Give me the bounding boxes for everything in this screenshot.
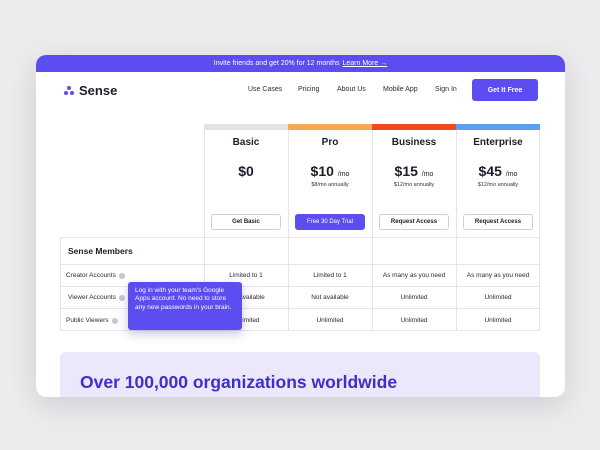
row-label-viewer-accounts: Viewer Accounts bbox=[68, 294, 125, 301]
plan-name-pro: Pro bbox=[321, 137, 339, 148]
row-label-public-viewers: Public Viewers bbox=[66, 317, 118, 324]
get-it-free-button[interactable]: Get It Free bbox=[472, 79, 538, 101]
brand-name: Sense bbox=[79, 83, 118, 98]
table-cell: Limited to 1 bbox=[229, 272, 263, 279]
info-icon[interactable] bbox=[118, 294, 125, 301]
learn-more-link[interactable]: Learn More → bbox=[342, 60, 388, 67]
price-basic: $0 bbox=[238, 163, 254, 179]
table-cell: Unlimited bbox=[400, 317, 428, 324]
table-cell: Unlimited bbox=[484, 317, 512, 324]
promo-title: Over 100,000 organizations worldwide bbox=[80, 372, 398, 392]
request-access-enterprise-button[interactable]: Request Access bbox=[463, 214, 533, 230]
plan-bar-enterprise bbox=[456, 124, 540, 130]
plan-name-enterprise: Enterprise bbox=[473, 137, 523, 148]
annual-price-enterprise: $12/mo annually bbox=[477, 182, 519, 188]
nav-link-use-cases[interactable]: Use Cases bbox=[248, 86, 283, 93]
plan-name-basic: Basic bbox=[232, 137, 260, 148]
banner-text: Invite friends and get 20% for 12 months bbox=[213, 60, 340, 67]
logo-dots-icon bbox=[64, 86, 74, 95]
table-cell: Not available bbox=[227, 294, 265, 301]
plan-bar-basic bbox=[204, 124, 288, 130]
free-trial-button[interactable]: Free 30 Day Trial bbox=[295, 214, 365, 230]
browser-window: Invite friends and get 20% for 12 months… bbox=[36, 55, 565, 397]
nav-link-pricing[interactable]: Pricing bbox=[298, 86, 320, 93]
top-nav: Sense Use Cases Pricing About Us Mobile … bbox=[36, 72, 565, 112]
table-cell: Not available bbox=[311, 294, 349, 301]
table-cell: Unlimited bbox=[232, 317, 260, 324]
table-cell: Unlimited bbox=[316, 317, 344, 324]
plan-bar-business bbox=[372, 124, 456, 130]
nav-link-sign-in[interactable]: Sign In bbox=[435, 86, 457, 93]
price-enterprise: $45 /mo bbox=[478, 163, 518, 179]
nav-link-about-us[interactable]: About Us bbox=[337, 86, 366, 93]
price-pro: $10 /mo bbox=[310, 163, 350, 179]
plan-bar-pro bbox=[288, 124, 372, 130]
row-label-creator-accounts: Creator Accounts bbox=[66, 272, 125, 279]
info-icon[interactable] bbox=[118, 272, 125, 279]
table-cell: Unlimited bbox=[484, 294, 512, 301]
table-cell: As many as you need bbox=[466, 272, 530, 279]
section-title: Sense Members bbox=[68, 246, 133, 256]
get-basic-button[interactable]: Get Basic bbox=[211, 214, 281, 230]
request-access-business-button[interactable]: Request Access bbox=[379, 214, 449, 230]
nav-link-mobile-app[interactable]: Mobile App bbox=[383, 86, 418, 93]
annual-price-pro: $8/mo annually bbox=[311, 182, 349, 188]
promo-banner: Invite friends and get 20% for 12 months… bbox=[36, 55, 565, 72]
annual-price-business: $12/mo annually bbox=[393, 182, 435, 188]
table-cell: As many as you need bbox=[382, 272, 446, 279]
brand-logo[interactable]: Sense bbox=[64, 83, 117, 98]
promo-section: Over 100,000 organizations worldwide bbox=[60, 352, 540, 397]
plan-name-business: Business bbox=[391, 137, 437, 148]
price-business: $15 /mo bbox=[394, 163, 434, 179]
info-tooltip: Log in with your team's Google Apps acco… bbox=[128, 282, 242, 330]
info-icon[interactable] bbox=[111, 317, 118, 324]
table-cell: Limited to 1 bbox=[313, 272, 347, 279]
table-cell: Unlimited bbox=[400, 294, 428, 301]
